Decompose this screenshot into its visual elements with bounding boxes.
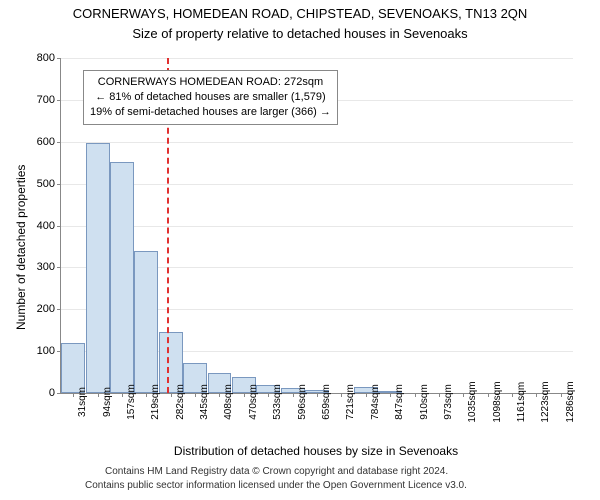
ytick-label: 500: [27, 178, 55, 190]
xtick-label: 157sqm: [126, 384, 137, 420]
ytick-label: 100: [27, 345, 55, 357]
xtick-mark: [146, 393, 147, 397]
ytick-mark: [57, 58, 61, 59]
ytick-label: 300: [27, 261, 55, 273]
xtick-label: 1035sqm: [467, 381, 478, 422]
page-title: CORNERWAYS, HOMEDEAN ROAD, CHIPSTEAD, SE…: [0, 6, 600, 21]
xtick-label: 408sqm: [223, 384, 234, 420]
xtick-mark: [73, 393, 74, 397]
x-axis-label: Distribution of detached houses by size …: [60, 444, 572, 458]
xtick-mark: [341, 393, 342, 397]
xtick-mark: [195, 393, 196, 397]
xtick-mark: [463, 393, 464, 397]
ytick-label: 0: [27, 387, 55, 399]
ytick-label: 200: [27, 303, 55, 315]
xtick-label: 282sqm: [175, 384, 186, 420]
ytick-mark: [57, 142, 61, 143]
histogram-chart: 010020030040050060070080031sqm94sqm157sq…: [60, 58, 573, 394]
ytick-mark: [57, 393, 61, 394]
xtick-mark: [415, 393, 416, 397]
xtick-label: 470sqm: [248, 384, 259, 420]
footer-line2: Contains public sector information licen…: [85, 480, 467, 491]
annotation-line3: 19% of semi-detached houses are larger (…: [90, 105, 331, 120]
ytick-label: 400: [27, 220, 55, 232]
xtick-label: 847sqm: [394, 384, 405, 420]
xtick-mark: [268, 393, 269, 397]
xtick-mark: [293, 393, 294, 397]
xtick-label: 1098sqm: [492, 381, 503, 422]
xtick-mark: [439, 393, 440, 397]
xtick-label: 596sqm: [297, 384, 308, 420]
ytick-mark: [57, 309, 61, 310]
ytick-mark: [57, 184, 61, 185]
xtick-mark: [390, 393, 391, 397]
xtick-mark: [488, 393, 489, 397]
xtick-mark: [317, 393, 318, 397]
xtick-mark: [98, 393, 99, 397]
histogram-bar: [61, 343, 85, 393]
ytick-mark: [57, 100, 61, 101]
xtick-label: 31sqm: [77, 387, 88, 417]
gridline: [61, 226, 573, 227]
footer-line1: Contains HM Land Registry data © Crown c…: [105, 466, 448, 477]
histogram-bar: [134, 251, 158, 393]
histogram-bar: [110, 162, 134, 393]
xtick-label: 910sqm: [419, 384, 430, 420]
page-subtitle: Size of property relative to detached ho…: [0, 26, 600, 41]
xtick-label: 219sqm: [150, 384, 161, 420]
y-axis-label: Number of detached properties: [14, 165, 28, 330]
gridline: [61, 58, 573, 59]
xtick-label: 659sqm: [321, 384, 332, 420]
xtick-label: 784sqm: [370, 384, 381, 420]
ytick-mark: [57, 226, 61, 227]
xtick-label: 94sqm: [102, 387, 113, 417]
xtick-mark: [512, 393, 513, 397]
xtick-mark: [219, 393, 220, 397]
ytick-label: 700: [27, 94, 55, 106]
xtick-mark: [536, 393, 537, 397]
xtick-mark: [366, 393, 367, 397]
gridline: [61, 142, 573, 143]
xtick-label: 1161sqm: [516, 382, 527, 422]
xtick-label: 1223sqm: [540, 381, 551, 422]
xtick-mark: [171, 393, 172, 397]
xtick-label: 973sqm: [443, 384, 454, 420]
histogram-bar: [86, 143, 110, 393]
xtick-mark: [561, 393, 562, 397]
ytick-mark: [57, 267, 61, 268]
annotation-box: CORNERWAYS HOMEDEAN ROAD: 272sqm← 81% of…: [83, 70, 338, 125]
ytick-label: 800: [27, 52, 55, 64]
xtick-label: 1286sqm: [565, 381, 576, 422]
xtick-label: 533sqm: [272, 384, 283, 420]
xtick-mark: [122, 393, 123, 397]
xtick-label: 721sqm: [345, 384, 356, 420]
ytick-label: 600: [27, 136, 55, 148]
xtick-mark: [244, 393, 245, 397]
gridline: [61, 184, 573, 185]
annotation-line2: ← 81% of detached houses are smaller (1,…: [90, 90, 331, 105]
xtick-label: 345sqm: [199, 384, 210, 420]
annotation-line1: CORNERWAYS HOMEDEAN ROAD: 272sqm: [90, 75, 331, 90]
